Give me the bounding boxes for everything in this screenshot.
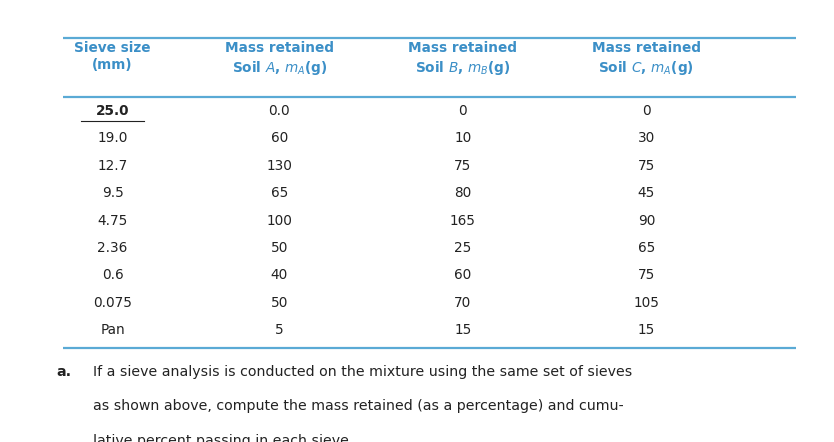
Text: 15: 15 [638, 323, 655, 337]
Text: as shown above, compute the mass retained (as a percentage) and cumu-: as shown above, compute the mass retaine… [93, 399, 624, 413]
Text: a.: a. [57, 365, 72, 379]
Text: 30: 30 [638, 131, 655, 145]
Text: 25.0: 25.0 [96, 104, 129, 118]
Text: 105: 105 [633, 296, 660, 310]
Text: 50: 50 [271, 241, 288, 255]
Text: 75: 75 [638, 159, 655, 173]
Text: 75: 75 [455, 159, 471, 173]
Text: 90: 90 [638, 213, 655, 228]
Text: Sieve size
(mm): Sieve size (mm) [74, 41, 151, 72]
Text: lative percent passing in each sieve.: lative percent passing in each sieve. [93, 434, 354, 442]
Text: If a sieve analysis is conducted on the mixture using the same set of sieves: If a sieve analysis is conducted on the … [93, 365, 633, 379]
Text: 0: 0 [642, 104, 651, 118]
Text: Pan: Pan [100, 323, 125, 337]
Text: 45: 45 [638, 186, 655, 200]
Text: 60: 60 [455, 268, 471, 282]
Text: 0.0: 0.0 [269, 104, 290, 118]
Text: 65: 65 [271, 186, 288, 200]
Text: 4.75: 4.75 [98, 213, 128, 228]
Text: 130: 130 [266, 159, 293, 173]
Text: 15: 15 [455, 323, 471, 337]
Text: Mass retained
Soil $B$, $m_B$(g): Mass retained Soil $B$, $m_B$(g) [409, 41, 517, 77]
Text: 5: 5 [275, 323, 284, 337]
Text: Mass retained
Soil $C$, $m_A$(g): Mass retained Soil $C$, $m_A$(g) [592, 41, 701, 77]
Text: 50: 50 [271, 296, 288, 310]
Text: 60: 60 [271, 131, 288, 145]
Text: 80: 80 [455, 186, 471, 200]
Text: 0.6: 0.6 [102, 268, 123, 282]
Text: 0.075: 0.075 [93, 296, 132, 310]
Text: 165: 165 [450, 213, 476, 228]
Text: 12.7: 12.7 [98, 159, 128, 173]
Text: 0: 0 [459, 104, 467, 118]
Text: 2.36: 2.36 [98, 241, 128, 255]
Text: 40: 40 [271, 268, 288, 282]
Text: 9.5: 9.5 [102, 186, 123, 200]
Text: 100: 100 [266, 213, 293, 228]
Text: 75: 75 [638, 268, 655, 282]
Text: 25: 25 [455, 241, 471, 255]
Text: 10: 10 [455, 131, 471, 145]
Text: 70: 70 [455, 296, 471, 310]
Text: 65: 65 [638, 241, 655, 255]
Text: 19.0: 19.0 [98, 131, 128, 145]
Text: Mass retained
Soil $A$, $m_A$(g): Mass retained Soil $A$, $m_A$(g) [225, 41, 334, 77]
